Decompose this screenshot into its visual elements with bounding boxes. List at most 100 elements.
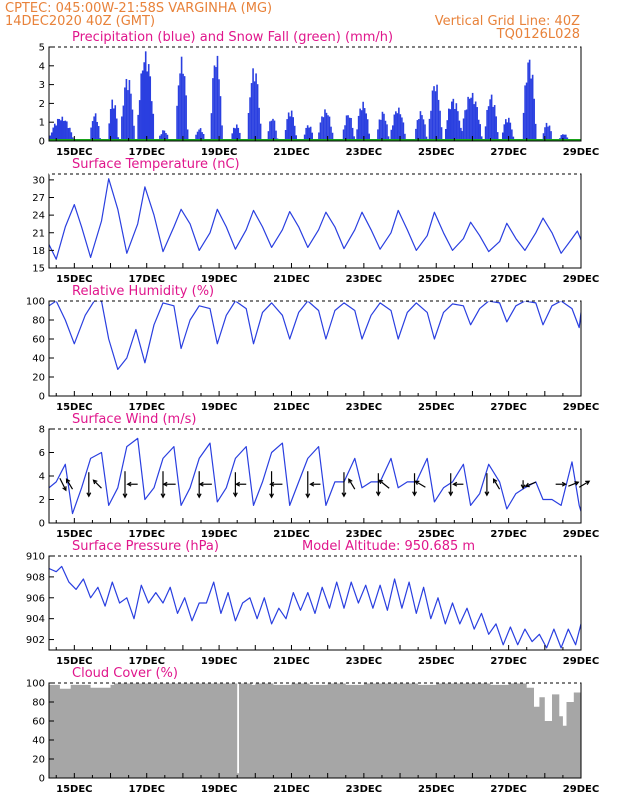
ytick-label: 21 xyxy=(32,228,45,239)
precip-bar xyxy=(318,132,320,141)
xtick-label: 17DEC xyxy=(129,147,165,158)
precip-bar xyxy=(162,130,164,141)
xtick-label: 15DEC xyxy=(56,147,92,158)
precip-bar xyxy=(416,120,419,141)
precip-bar xyxy=(53,123,56,141)
precip-bar xyxy=(436,84,438,141)
precip-bar xyxy=(449,109,452,141)
precip-event-2 xyxy=(106,99,120,141)
wind-arrow xyxy=(448,473,454,497)
xtick-label: 17DEC xyxy=(129,274,165,285)
ytick-label: 40 xyxy=(32,736,45,747)
precip-bar xyxy=(344,125,346,141)
series-line-temperature xyxy=(49,178,581,260)
precip-bar xyxy=(490,94,493,141)
precip-bar xyxy=(451,101,453,141)
precip-bar xyxy=(108,123,111,141)
precip-event-3 xyxy=(119,78,135,141)
precip-bar xyxy=(114,105,117,141)
precip-bar xyxy=(321,116,323,141)
wind-arrow xyxy=(122,471,128,499)
precip-bar xyxy=(249,97,251,141)
precip-bar xyxy=(319,122,322,141)
series-line-humidity xyxy=(49,301,581,370)
precip-bar xyxy=(324,109,326,141)
precip-event-17 xyxy=(375,111,390,141)
precip-bar xyxy=(147,64,150,141)
precip-bar xyxy=(461,131,463,141)
ytick-label: 2 xyxy=(39,99,45,110)
precip-event-18 xyxy=(389,107,406,141)
precip-bar xyxy=(366,119,369,141)
precip-bar xyxy=(495,116,497,141)
xtick-label: 17DEC xyxy=(129,656,165,667)
precip-bar xyxy=(90,127,92,141)
xtick-label: 19DEC xyxy=(201,274,237,285)
wind-arrow xyxy=(412,473,417,497)
precip-bar xyxy=(109,109,112,141)
precip-bar xyxy=(267,131,270,141)
ytick-label: 6 xyxy=(39,448,45,459)
series-line-wind xyxy=(49,437,581,515)
wind-arrow xyxy=(86,472,92,498)
ytick-label: 0 xyxy=(39,392,45,403)
xtick-label: 29DEC xyxy=(563,402,599,413)
precip-bar xyxy=(348,117,351,141)
precip-bar xyxy=(544,127,546,141)
xtick-label: 17DEC xyxy=(129,402,165,413)
panel-title-humidity: Relative Humidity (%) xyxy=(72,284,214,299)
precip-bar xyxy=(550,131,552,141)
precip-bar xyxy=(328,116,331,141)
precip-bar xyxy=(331,132,334,141)
xtick-label: 19DEC xyxy=(201,784,237,795)
precip-bar xyxy=(345,115,348,141)
precip-bar xyxy=(130,93,132,141)
precip-bar xyxy=(234,128,237,141)
precip-bar xyxy=(471,92,474,141)
wind-arrow xyxy=(375,473,381,497)
precip-bar xyxy=(213,65,216,141)
panel-cloud: Cloud Cover (%) 0 20 40 60 80 100 15DEC 17DEC 19D… xyxy=(26,666,599,795)
precip-bar xyxy=(295,135,298,141)
precip-bar xyxy=(160,134,163,141)
xtick-label: 23DEC xyxy=(346,784,382,795)
ytick-label: 27 xyxy=(32,193,45,204)
xtick-label: 25DEC xyxy=(418,529,454,540)
precip-bar xyxy=(112,108,115,141)
precip-bar xyxy=(255,73,257,141)
precip-bar xyxy=(259,123,262,141)
precip-bar xyxy=(253,81,256,141)
panel-frame-humidity xyxy=(48,300,582,397)
xtick-label: 17DEC xyxy=(129,784,165,795)
precip-bar xyxy=(419,111,422,141)
precip-bar xyxy=(165,133,167,141)
xtick-label: 23DEC xyxy=(346,274,382,285)
precip-bar xyxy=(49,135,52,141)
xtick-label: 23DEC xyxy=(346,147,382,158)
precip-event-10 xyxy=(246,68,262,141)
precip-bar xyxy=(493,105,496,141)
precip-bar xyxy=(273,120,276,141)
precip-bar xyxy=(342,129,345,141)
precip-bar xyxy=(50,132,53,141)
precip-bar xyxy=(146,71,149,141)
panel-pressure: Surface Pressure (hPa) Model Altitude: 95… xyxy=(26,539,599,667)
precip-bar xyxy=(61,116,64,141)
precip-event-19 xyxy=(413,111,428,141)
precip-bar xyxy=(474,101,477,141)
wind-arrow xyxy=(378,479,390,489)
precip-bar xyxy=(531,74,534,141)
ytick-label: 100 xyxy=(26,679,45,690)
precip-bar xyxy=(212,78,214,141)
precip-bar xyxy=(533,98,535,141)
ytick-label: 1 xyxy=(39,118,45,129)
precip-bar xyxy=(458,120,461,141)
wind-arrow xyxy=(452,481,464,487)
ytick-label: 60 xyxy=(32,717,45,728)
precip-bar xyxy=(122,105,125,141)
precip-bar xyxy=(477,119,480,141)
wind-arrows xyxy=(59,471,591,499)
xtick-label: 29DEC xyxy=(563,784,599,795)
precip-bar xyxy=(196,131,199,141)
precip-bar xyxy=(467,96,469,141)
